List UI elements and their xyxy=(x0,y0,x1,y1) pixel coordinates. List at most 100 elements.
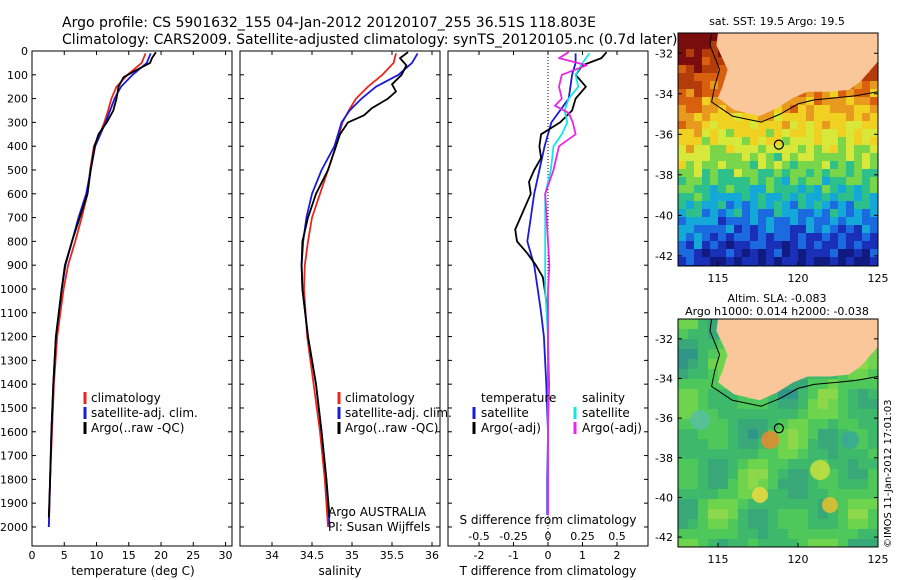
depth-tick-label: 1400 xyxy=(0,378,28,391)
sst-cell xyxy=(782,249,790,257)
sla-cell xyxy=(678,519,688,529)
sst-cell xyxy=(798,193,806,201)
sla-cell xyxy=(758,509,768,519)
sst-cell xyxy=(814,201,822,209)
map-lon-label: 125 xyxy=(868,272,889,285)
sst-cell xyxy=(774,193,782,201)
sla-cell xyxy=(848,419,858,429)
sst-cell xyxy=(774,233,782,241)
sst-cell xyxy=(822,105,830,113)
sst-cell xyxy=(750,185,758,193)
sst-cell xyxy=(862,201,870,209)
sla-cell xyxy=(748,399,758,409)
sla-cell xyxy=(808,429,818,439)
sst-cell xyxy=(782,257,790,265)
sla-cell xyxy=(688,539,698,547)
sst-cell xyxy=(758,233,766,241)
map-lat-label: -34 xyxy=(655,372,673,385)
sst-cell xyxy=(846,153,854,161)
sla-cell xyxy=(848,459,858,469)
sla-cell xyxy=(748,519,758,529)
sst-cell xyxy=(790,153,798,161)
sst-cell xyxy=(678,65,686,73)
sst-cell xyxy=(870,105,878,113)
sst-cell xyxy=(838,233,846,241)
sst-cell xyxy=(846,137,854,145)
sst-cell xyxy=(790,201,798,209)
sst-cell xyxy=(710,201,718,209)
sst-map-title: sat. SST: 19.5 Argo: 19.5 xyxy=(709,15,845,28)
sla-cell xyxy=(808,379,818,389)
sst-cell xyxy=(790,97,798,105)
map-lat-label: -38 xyxy=(655,169,673,182)
sst-cell xyxy=(702,217,710,225)
sst-cell xyxy=(686,81,694,89)
sst-cell xyxy=(766,249,774,257)
sla-cell xyxy=(848,449,858,459)
sla-cell xyxy=(728,459,738,469)
sst-cell xyxy=(798,257,806,265)
sst-cell xyxy=(838,129,846,137)
sst-cell xyxy=(838,193,846,201)
sst-cell xyxy=(782,145,790,153)
sst-cell xyxy=(862,129,870,137)
sla-cell xyxy=(778,419,788,429)
sla-cell xyxy=(718,439,728,449)
sla-cell xyxy=(708,529,718,539)
sla-cell xyxy=(818,409,828,419)
sst-cell xyxy=(870,145,878,153)
sla-cell xyxy=(758,519,768,529)
sla-cell xyxy=(718,469,728,479)
sst-cell xyxy=(806,137,814,145)
s-diff-tick-label: 0.25 xyxy=(570,530,595,543)
sla-cell xyxy=(828,409,838,419)
sla-cell xyxy=(798,389,808,399)
sla-cell xyxy=(838,509,848,519)
map-lat-label: -42 xyxy=(655,250,673,263)
sla-cell xyxy=(718,479,728,489)
sla-cell xyxy=(808,499,818,509)
sst-cell xyxy=(766,241,774,249)
x-tick-label: -2 xyxy=(474,549,485,562)
sst-cell xyxy=(758,201,766,209)
sla-cell xyxy=(718,409,728,419)
sst-cell xyxy=(854,145,862,153)
sst-cell xyxy=(718,65,726,73)
sst-cell xyxy=(718,225,726,233)
sst-cell xyxy=(838,121,846,129)
sst-cell xyxy=(758,249,766,257)
sst-cell xyxy=(854,161,862,169)
sst-cell xyxy=(694,73,702,81)
sst-cell xyxy=(798,121,806,129)
sst-cell xyxy=(710,217,718,225)
sst-cell xyxy=(790,121,798,129)
sst-cell xyxy=(766,185,774,193)
sst-cell xyxy=(686,129,694,137)
sst-cell xyxy=(718,129,726,137)
sst-cell xyxy=(838,137,846,145)
sst-cell xyxy=(838,161,846,169)
sst-cell xyxy=(734,121,742,129)
sst-cell xyxy=(806,233,814,241)
sst-cell xyxy=(862,89,870,97)
sst-cell xyxy=(822,257,830,265)
sla-cell xyxy=(748,509,758,519)
sst-cell xyxy=(830,241,838,249)
sla-cell xyxy=(678,359,688,369)
sst-cell xyxy=(686,113,694,121)
sla-cell xyxy=(758,499,768,509)
sst-cell xyxy=(686,217,694,225)
sst-cell xyxy=(686,177,694,185)
sst-cell xyxy=(790,209,798,217)
depth-tick-label: 1100 xyxy=(0,307,28,320)
sst-cell xyxy=(710,89,718,97)
sst-cell xyxy=(790,225,798,233)
sst-cell xyxy=(854,241,862,249)
sla-cell xyxy=(678,389,688,399)
sst-cell xyxy=(710,81,718,89)
sla-cell xyxy=(698,369,708,379)
sst-cell xyxy=(814,185,822,193)
sst-cell xyxy=(830,217,838,225)
sla-cell xyxy=(828,529,838,539)
sla-cell xyxy=(798,519,808,529)
